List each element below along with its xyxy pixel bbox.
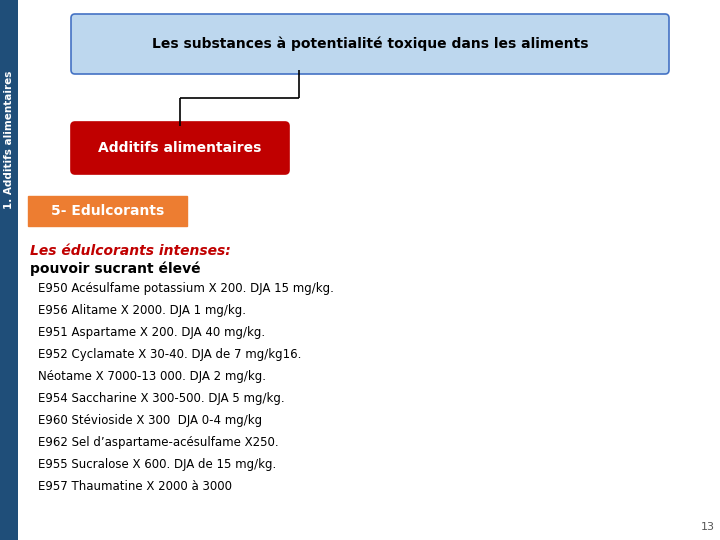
FancyBboxPatch shape (28, 196, 187, 226)
Text: E957 Thaumatine X 2000 à 3000: E957 Thaumatine X 2000 à 3000 (38, 480, 232, 493)
FancyBboxPatch shape (71, 14, 669, 74)
Text: E954 Saccharine X 300-500. DJA 5 mg/kg.: E954 Saccharine X 300-500. DJA 5 mg/kg. (38, 392, 284, 405)
Text: Néotame X 7000-13 000. DJA 2 mg/kg.: Néotame X 7000-13 000. DJA 2 mg/kg. (38, 370, 266, 383)
Text: E955 Sucralose X 600. DJA de 15 mg/kg.: E955 Sucralose X 600. DJA de 15 mg/kg. (38, 458, 276, 471)
Text: Additifs alimentaires: Additifs alimentaires (99, 141, 261, 155)
Text: 5- Edulcorants: 5- Edulcorants (51, 204, 164, 218)
Text: Les substances à potentialité toxique dans les aliments: Les substances à potentialité toxique da… (152, 37, 588, 51)
FancyBboxPatch shape (71, 122, 289, 174)
Text: E950 Acésulfame potassium X 200. DJA 15 mg/kg.: E950 Acésulfame potassium X 200. DJA 15 … (38, 282, 334, 295)
Text: E962 Sel d’aspartame-acésulfame X250.: E962 Sel d’aspartame-acésulfame X250. (38, 436, 279, 449)
FancyBboxPatch shape (0, 0, 18, 540)
Text: 13: 13 (701, 522, 715, 532)
Text: Les édulcorants intenses:: Les édulcorants intenses: (30, 244, 230, 258)
Text: 1. Additifs alimentaires: 1. Additifs alimentaires (4, 71, 14, 209)
Text: E952 Cyclamate X 30-40. DJA de 7 mg/kg16.: E952 Cyclamate X 30-40. DJA de 7 mg/kg16… (38, 348, 302, 361)
Text: E956 Alitame X 2000. DJA 1 mg/kg.: E956 Alitame X 2000. DJA 1 mg/kg. (38, 304, 246, 317)
Text: E960 Stévioside X 300  DJA 0-4 mg/kg: E960 Stévioside X 300 DJA 0-4 mg/kg (38, 414, 262, 427)
Text: pouvoir sucrant élevé: pouvoir sucrant élevé (30, 262, 201, 276)
Text: E951 Aspartame X 200. DJA 40 mg/kg.: E951 Aspartame X 200. DJA 40 mg/kg. (38, 326, 265, 339)
